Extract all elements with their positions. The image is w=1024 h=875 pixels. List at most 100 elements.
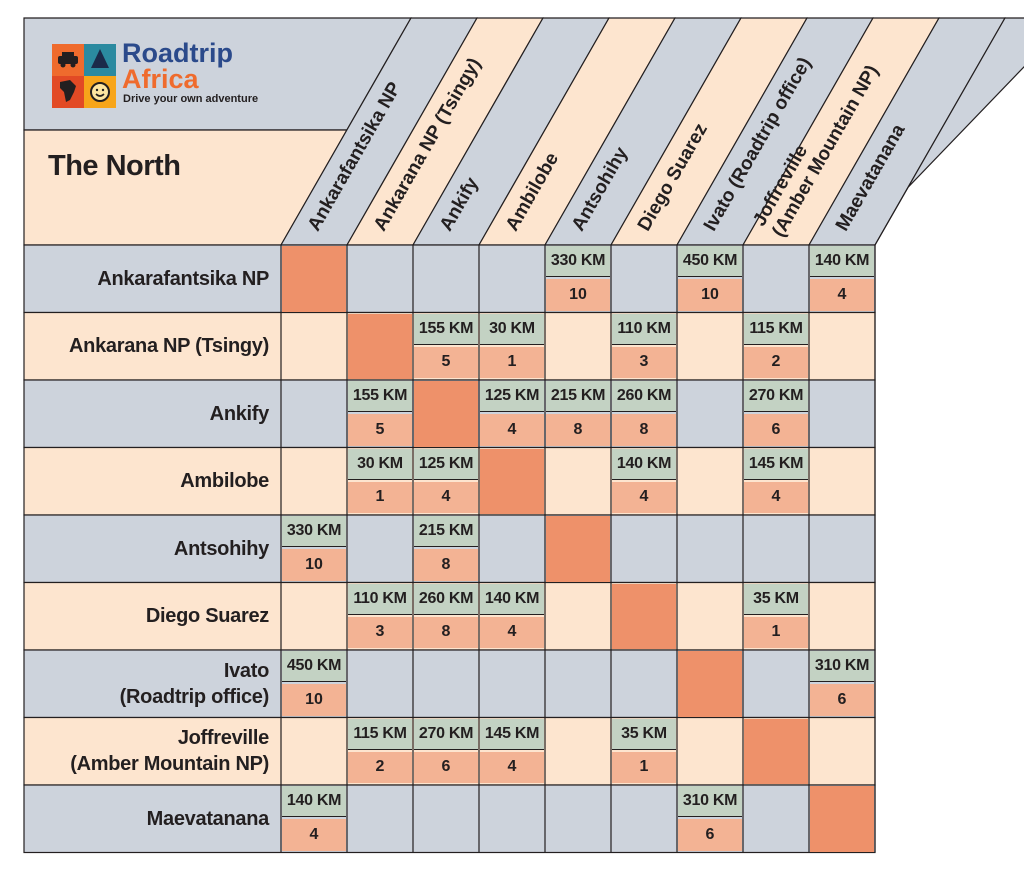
drive-hours-cell: 3 (612, 346, 676, 378)
row-label-text: Ankarafantsika NP (97, 267, 269, 290)
row-label-4: Antsohihy (24, 515, 269, 583)
row-label-3: Ambilobe (24, 448, 269, 516)
row-label-text: Maevatanana (146, 807, 270, 830)
tent-icon (91, 49, 109, 68)
distance-km-cell: 125 KM (414, 448, 478, 480)
distance-km-cell: 260 KM (414, 583, 478, 615)
car-icon (58, 52, 78, 68)
diagonal-cell-1 (348, 313, 412, 379)
row-label-text: Diego Suarez (145, 605, 269, 628)
drive-hours-cell: 4 (282, 819, 346, 851)
distance-km-cell: 140 KM (810, 246, 874, 277)
distance-km-cell: 35 KM (744, 583, 808, 615)
distance-km-cell: 155 KM (348, 381, 412, 412)
brand-name-line1: Roadtrip (122, 38, 233, 68)
distance-km-cell: 310 KM (678, 786, 742, 817)
distance-km-cell: 145 KM (744, 448, 808, 480)
distance-km-cell: 310 KM (810, 651, 874, 682)
distance-km-cell: 450 KM (282, 651, 346, 682)
drive-hours-cell: 5 (414, 346, 478, 378)
distance-km-cell: 145 KM (480, 718, 544, 750)
region-title: The North (48, 150, 181, 182)
row-label-text: Ankarana NP (Tsingy) (69, 335, 269, 358)
drive-hours-cell: 4 (480, 616, 544, 648)
africa-map-icon (60, 80, 76, 102)
diagonal-cell-7 (744, 718, 808, 784)
diagonal-cell-2 (414, 381, 478, 447)
drive-hours-cell: 4 (480, 751, 544, 783)
diagonal-cell-6 (678, 651, 742, 717)
drive-hours-cell: 8 (414, 549, 478, 581)
drive-hours-cell: 10 (282, 684, 346, 716)
diagonal-cell-3 (480, 448, 544, 514)
drive-hours-cell: 6 (414, 751, 478, 783)
drive-hours-cell: 4 (810, 279, 874, 311)
logo (52, 44, 116, 108)
drive-hours-cell: 1 (480, 346, 544, 378)
drive-hours-cell: 8 (612, 414, 676, 446)
row-label-text: Ankify (209, 402, 270, 425)
drive-hours-cell: 6 (678, 819, 742, 851)
drive-hours-cell: 4 (480, 414, 544, 446)
row-label-text: (Amber Mountain NP) (70, 753, 269, 776)
distance-km-cell: 140 KM (480, 583, 544, 615)
distance-km-cell: 260 KM (612, 381, 676, 412)
smiley-icon (90, 82, 110, 102)
drive-hours-cell: 4 (744, 481, 808, 513)
distance-km-cell: 450 KM (678, 246, 742, 277)
diagonal-cell-8 (810, 786, 874, 852)
drive-hours-cell: 10 (546, 279, 610, 311)
row-label-text: Antsohihy (173, 537, 269, 560)
drive-hours-cell: 5 (348, 414, 412, 446)
distance-km-cell: 155 KM (414, 313, 478, 345)
drive-hours-cell: 1 (348, 481, 412, 513)
diagonal-cell-0 (282, 246, 346, 312)
drive-hours-cell: 8 (414, 616, 478, 648)
row-label-text: Ambilobe (180, 470, 269, 493)
distance-km-cell: 140 KM (612, 448, 676, 480)
drive-hours-cell: 2 (744, 346, 808, 378)
brand-name-line2: Africa (122, 64, 199, 94)
row-label-text: Joffreville (177, 727, 269, 750)
distance-km-cell: 270 KM (414, 718, 478, 750)
row-label-1: Ankarana NP (Tsingy) (24, 313, 269, 381)
drive-hours-cell: 6 (744, 414, 808, 446)
drive-hours-cell: 1 (744, 616, 808, 648)
drive-hours-cell: 3 (348, 616, 412, 648)
row-label-8: Maevatanana (24, 785, 270, 853)
column-header-bg-end (874, 17, 1024, 246)
distance-km-cell: 110 KM (348, 583, 412, 615)
distance-km-cell: 330 KM (546, 246, 610, 277)
distance-km-cell: 140 KM (282, 786, 346, 817)
row-label-7: Joffreville (Amber Mountain NP) (24, 718, 269, 786)
row-label-5: Diego Suarez (24, 583, 269, 651)
drive-hours-cell: 4 (414, 481, 478, 513)
distance-km-cell: 35 KM (612, 718, 676, 750)
distance-km-cell: 125 KM (480, 381, 544, 412)
distance-km-cell: 215 KM (546, 381, 610, 412)
brand-tagline: Drive your own adventure (123, 93, 259, 105)
drive-hours-cell: 10 (678, 279, 742, 311)
distance-km-cell: 115 KM (744, 313, 808, 345)
distance-km-cell: 270 KM (744, 381, 808, 412)
distance-km-cell: 215 KM (414, 516, 478, 547)
drive-hours-cell: 10 (282, 549, 346, 581)
drive-hours-cell: 6 (810, 684, 874, 716)
row-label-text: Ivato (223, 659, 269, 682)
distance-km-cell: 110 KM (612, 313, 676, 345)
diagonal-cell-5 (612, 583, 676, 649)
distance-km-cell: 115 KM (348, 718, 412, 750)
row-label-text: (Roadtrip office) (119, 685, 270, 708)
drive-hours-cell: 4 (612, 481, 676, 513)
distance-km-cell: 330 KM (282, 516, 346, 547)
row-label-6: Ivato (Roadtrip office) (24, 650, 270, 718)
row-label-0: Ankarafantsika NP (24, 245, 269, 313)
diagonal-cell-4 (546, 516, 610, 582)
distance-km-cell: 30 KM (348, 448, 412, 480)
drive-hours-cell: 2 (348, 751, 412, 783)
drive-hours-cell: 8 (546, 414, 610, 446)
row-label-2: Ankify (24, 380, 270, 448)
distance-km-cell: 30 KM (480, 313, 544, 345)
drive-hours-cell: 1 (612, 751, 676, 783)
